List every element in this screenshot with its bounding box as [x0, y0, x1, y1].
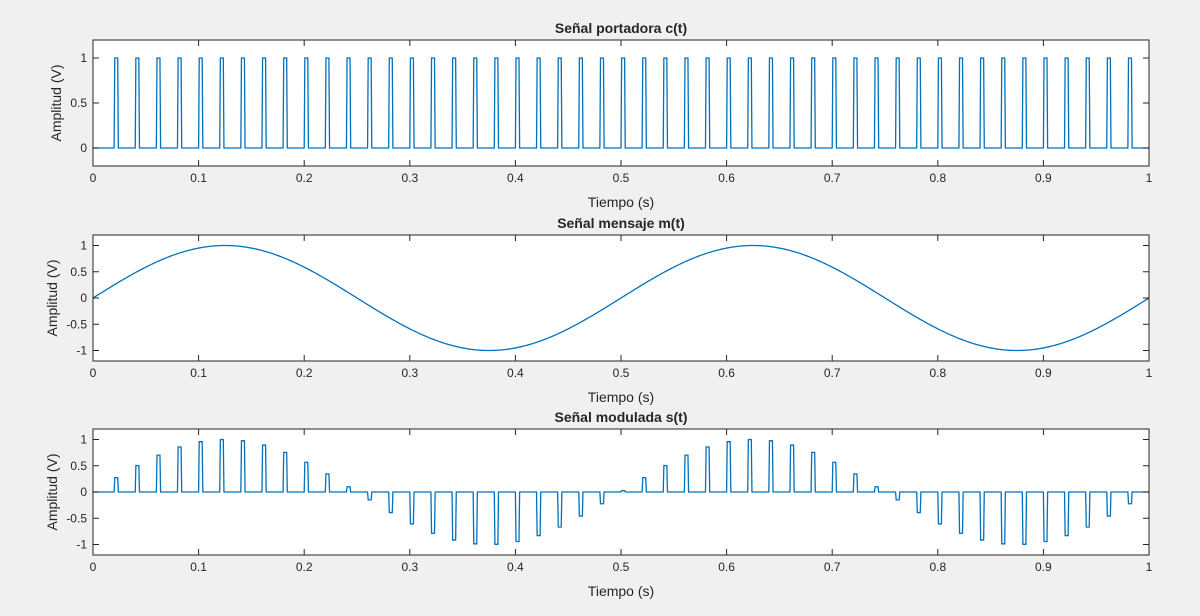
y-axis-label: Amplitud (V): [48, 64, 64, 141]
x-tick-label: 1: [1146, 366, 1153, 380]
x-tick-label: 0.2: [296, 171, 313, 185]
x-tick-label: 0.7: [824, 171, 841, 185]
y-tick-label: 1: [80, 239, 87, 253]
y-tick-label: 0.5: [70, 96, 87, 110]
ticks: 0 0.1 0.2 0.3 0.4 0.5 0.6 0.7 0.8 0.9 1 -1 -0.5 0 0.5 1: [66, 429, 1153, 574]
subplot-carrier: Señal portadora c(t) 0 0.1 0.2 0.3 0.4 0.5 0.6…: [48, 20, 1153, 210]
x-tick-label: 1: [1146, 560, 1153, 574]
x-tick-label: 0.5: [613, 171, 630, 185]
y-axis-label: Amplitud (V): [44, 453, 60, 530]
x-tick-label: 0.4: [507, 560, 524, 574]
y-tick-label: -0.5: [66, 317, 87, 331]
x-tick-label: 0.8: [929, 171, 946, 185]
modulated-signal-line: [93, 438, 1149, 545]
x-axis-label: Tiempo (s): [588, 194, 654, 210]
x-tick-label: 0.5: [613, 560, 630, 574]
subplot-title: Señal mensaje m(t): [557, 215, 685, 231]
message-signal-line: [92, 244, 1150, 352]
x-tick-label: 0: [90, 560, 97, 574]
x-tick-label: 0.1: [190, 171, 207, 185]
y-axis-label: Amplitud (V): [44, 259, 60, 336]
x-tick-label: 0.2: [296, 560, 313, 574]
y-tick-label: -0.5: [66, 511, 87, 525]
x-tick-label: 0: [90, 366, 97, 380]
y-tick-label: 1: [80, 51, 87, 65]
y-tick-label: -1: [76, 344, 87, 358]
x-tick-label: 0.4: [507, 366, 524, 380]
x-tick-label: 0.5: [613, 366, 630, 380]
x-tick-label: 0.3: [401, 366, 418, 380]
y-tick-label: 0.5: [70, 459, 87, 473]
ticks: 0 0.1 0.2 0.3 0.4 0.5 0.6 0.7 0.8 0.9 1 0 0.5 1: [70, 40, 1153, 185]
x-tick-label: 0.1: [190, 560, 207, 574]
x-tick-label: 0.1: [190, 366, 207, 380]
x-tick-label: 0.7: [824, 560, 841, 574]
y-tick-label: 0: [80, 485, 87, 499]
x-tick-label: 0.3: [401, 171, 418, 185]
x-tick-label: 0.2: [296, 366, 313, 380]
x-tick-label: 0.4: [507, 171, 524, 185]
y-tick-label: -1: [76, 538, 87, 552]
x-tick-label: 0.9: [1035, 171, 1052, 185]
x-axis-label: Tiempo (s): [588, 389, 654, 405]
y-tick-label: 1: [80, 433, 87, 447]
y-tick-label: 0.5: [70, 265, 87, 279]
x-tick-label: 1: [1146, 171, 1153, 185]
axes-frame: [92, 39, 1150, 167]
subplot-title: Señal portadora c(t): [555, 20, 687, 36]
subplot-title: Señal modulada s(t): [554, 409, 687, 425]
ticks: 0 0.1 0.2 0.3 0.4 0.5 0.6 0.7 0.8 0.9 1 -1 -0.5 0 0.5 1: [66, 235, 1153, 380]
x-tick-label: 0.9: [1035, 366, 1052, 380]
y-tick-label: 0: [80, 141, 87, 155]
x-tick-label: 0: [90, 171, 97, 185]
subplot-modulated: Señal modulada s(t) 0 0.1 0.2 0.3 0.4 0.5 0.6 0…: [44, 409, 1153, 599]
x-tick-label: 0.6: [718, 366, 735, 380]
x-axis-label: Tiempo (s): [588, 583, 654, 599]
subplot-message: Señal mensaje m(t) 0 0.1 0.2 0.3 0.4 0.5 0.6 0.…: [44, 215, 1153, 405]
x-tick-label: 0.6: [718, 171, 735, 185]
carrier-signal-line: [93, 57, 1149, 149]
x-tick-label: 0.9: [1035, 560, 1052, 574]
x-tick-label: 0.8: [929, 366, 946, 380]
x-tick-label: 0.7: [824, 366, 841, 380]
axes-frame: [92, 428, 1150, 556]
x-tick-label: 0.6: [718, 560, 735, 574]
x-tick-label: 0.3: [401, 560, 418, 574]
y-tick-label: 0: [80, 291, 87, 305]
x-tick-label: 0.8: [929, 560, 946, 574]
axes-frame: [92, 234, 1150, 362]
